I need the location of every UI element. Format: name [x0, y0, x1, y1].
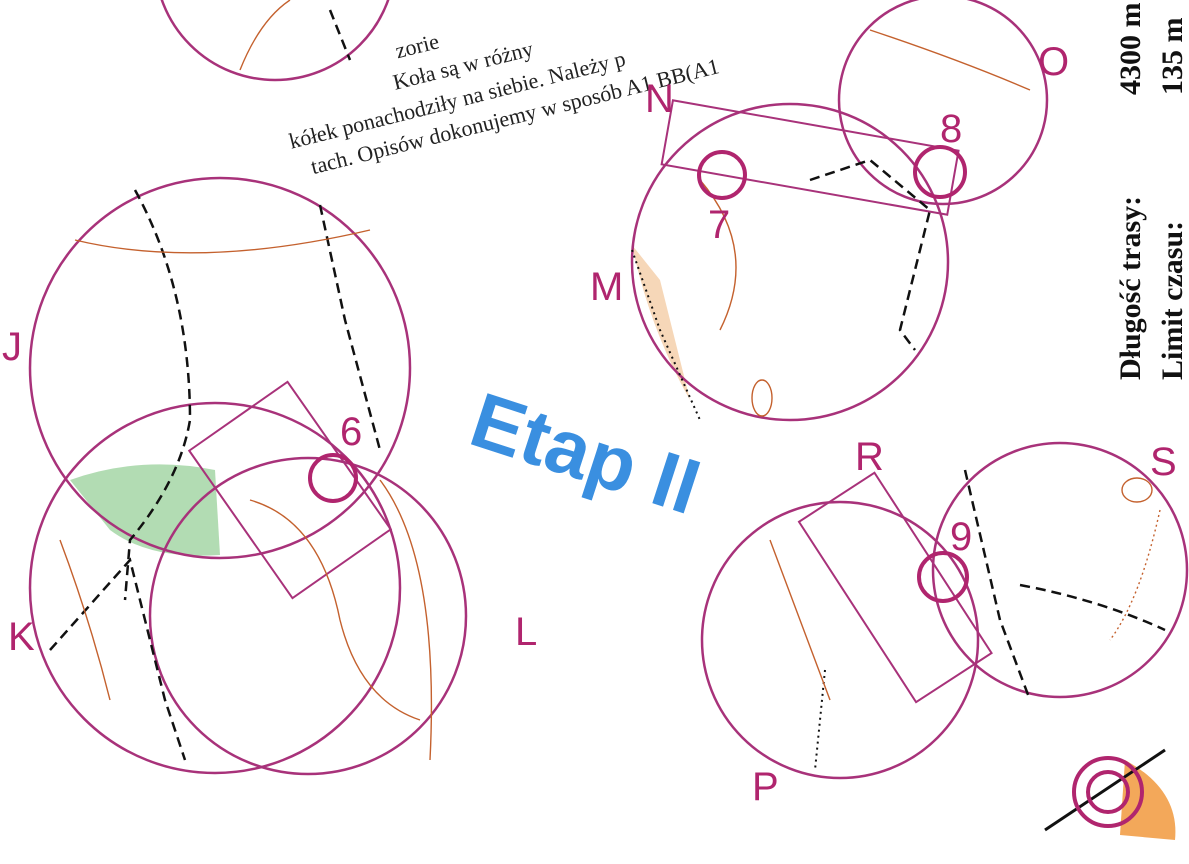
- contour: [770, 540, 830, 700]
- control-circle: [915, 147, 965, 197]
- circle-label: K: [8, 615, 35, 659]
- info-value: 135 m: [1156, 18, 1189, 96]
- stage-title: Etap II: [461, 375, 711, 531]
- track: [810, 160, 930, 350]
- control-number: 6: [340, 410, 362, 454]
- control-circle: [1088, 772, 1128, 812]
- course-info: Długość trasy: Limit czasu: 4300 m 135 m: [1114, 3, 1189, 381]
- info-label: Limit czasu:: [1156, 221, 1189, 380]
- contour: [1122, 478, 1152, 502]
- contour: [250, 500, 420, 720]
- circle-label: R: [855, 435, 884, 479]
- contour: [75, 230, 370, 253]
- contour: [1110, 510, 1160, 640]
- track: [1020, 585, 1165, 630]
- text-line: zorie: [393, 28, 442, 63]
- map-sheet: zorie Koła są w różny kółek ponachodziły…: [2, 0, 1189, 840]
- circle-label: J: [2, 325, 22, 369]
- control-number: 7: [708, 203, 730, 247]
- contour: [240, 0, 290, 70]
- circle-label: O: [1038, 40, 1069, 84]
- track: [815, 670, 825, 770]
- track: [50, 560, 185, 760]
- map-page: zorie Koła są w różny kółek ponachodziły…: [0, 0, 1189, 864]
- info-label: Długość trasy:: [1114, 196, 1147, 380]
- info-value: 4300 m: [1114, 3, 1147, 96]
- contour: [870, 30, 1030, 90]
- circle-label: S: [1150, 440, 1177, 484]
- circle-label: P: [752, 765, 779, 809]
- contour: [60, 540, 110, 700]
- control-number: 9: [950, 515, 972, 559]
- circle-label: N: [645, 77, 674, 121]
- circle-label: L: [515, 610, 537, 654]
- map-circle: [933, 443, 1187, 697]
- contour: [752, 380, 772, 416]
- control-number: 8: [940, 107, 962, 151]
- control-circle: [310, 455, 356, 501]
- circle-label: M: [590, 265, 623, 309]
- track: [330, 10, 350, 60]
